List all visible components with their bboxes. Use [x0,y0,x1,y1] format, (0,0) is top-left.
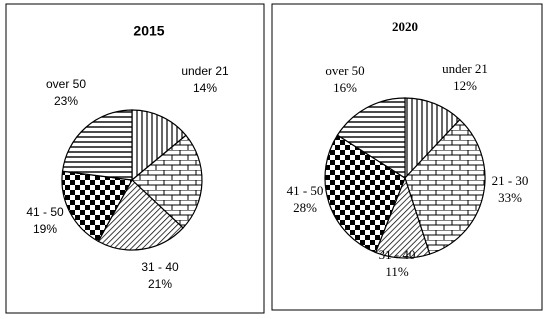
pie-2015: 2015 under 21 14% 31 - 40 21% 41 - 50 19% over… [26,23,229,291]
chart-title: 2020 [392,19,418,34]
value-label: 12% [453,78,477,93]
value-label: 14% [193,81,217,95]
pie-slice [61,170,133,243]
slice-label: under 21 [442,61,488,76]
slice-label: 41 - 50 [287,183,324,198]
slice-label: under 21 [181,64,229,78]
pie-slice [97,179,184,251]
slice-label: over 50 [325,63,364,78]
pie-slice [61,109,133,181]
slice-label: over 50 [46,77,86,91]
pie-slice [404,97,461,180]
value-label: 16% [333,80,357,95]
pie-slice [336,97,406,180]
pie-slice [324,134,406,254]
pie-slice [131,109,187,182]
value-label: 33% [498,190,522,205]
panel-frame [271,3,543,311]
pie-slice [131,134,203,229]
slice-label: 21 - 30 [492,173,529,188]
pie-slice [404,118,486,255]
value-label: 21% [148,277,172,291]
value-label: 28% [293,200,317,215]
value-label: 19% [33,222,57,236]
slice-label: 31 - 40 [141,260,179,274]
pie-2020: 2020 under 21 12% 21 - 30 33% 31 - 40 11% 41 -… [287,19,529,279]
slice-label: 41 - 50 [26,205,64,219]
chart-title: 2015 [133,23,164,39]
value-label: 11% [385,264,409,279]
slice-label: 31 - 40 [379,247,416,262]
panel-frame [5,3,265,314]
value-label: 23% [54,94,78,108]
